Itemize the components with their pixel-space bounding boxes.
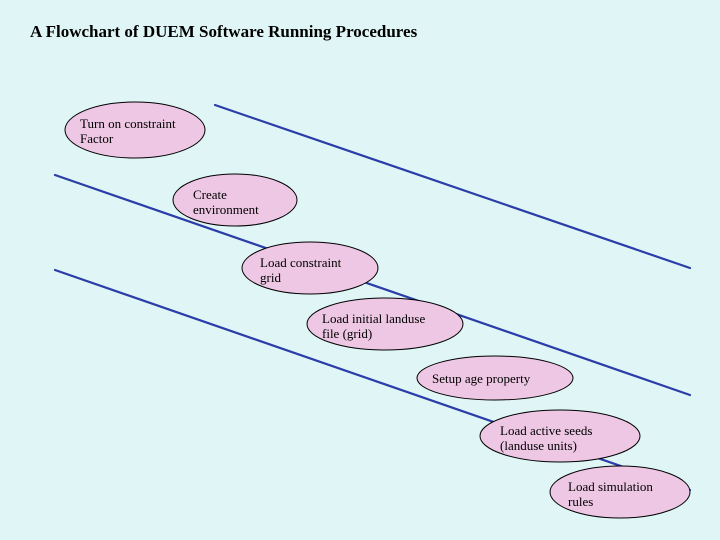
node-label-setup-age-property: Setup age property [432,372,530,387]
node-label-turn-on-constraint: Turn on constraint Factor [80,117,176,147]
node-label-load-initial-landuse: Load initial landuse file (grid) [322,312,425,342]
flowchart-canvas [0,0,720,540]
node-label-load-simulation-rules: Load simulation rules [568,480,653,510]
guide-line-1 [55,175,690,395]
node-label-load-active-seeds: Load active seeds (landuse units) [500,424,592,454]
node-label-load-constraint-grid: Load constraint grid [260,256,341,286]
node-label-create-environment: Create environment [193,188,259,218]
